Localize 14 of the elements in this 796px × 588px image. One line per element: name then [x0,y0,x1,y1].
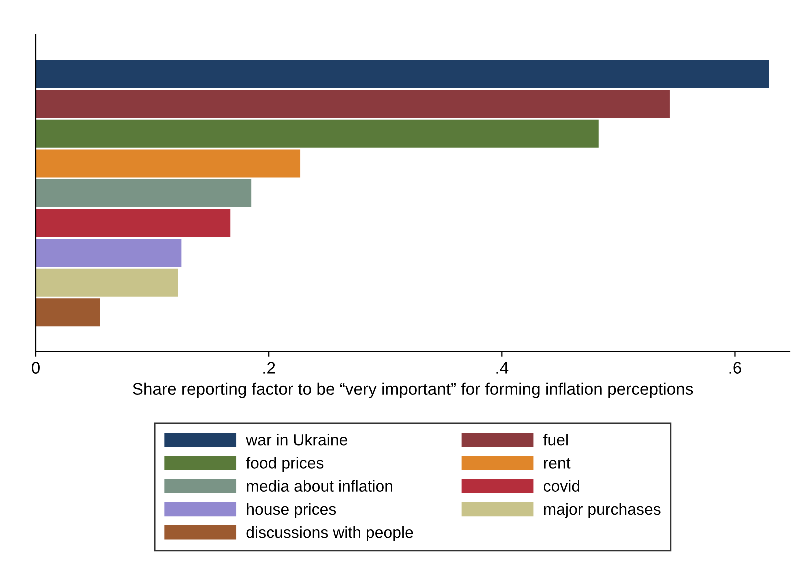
legend-label: discussions with people [246,526,414,542]
legend-label: war in Ukraine [246,434,348,446]
x-tick-label: .6 [730,362,742,374]
x-tick-label: .4 [496,362,509,374]
legend-label: food prices [246,457,324,472]
x-tick-label: 0 [32,362,40,374]
x-tick-label: .2 [264,362,276,374]
legend-label: media about inflation [247,480,392,492]
legend-label: rent [544,458,571,469]
x-axis-title: Share reporting factor to be “very important” for forming inflation perceptions [133,382,694,398]
legend-label: fuel [544,434,568,446]
legend-label: house prices [247,503,336,518]
legend-label: covid [544,480,580,492]
legend-label: major purchases [544,503,661,518]
